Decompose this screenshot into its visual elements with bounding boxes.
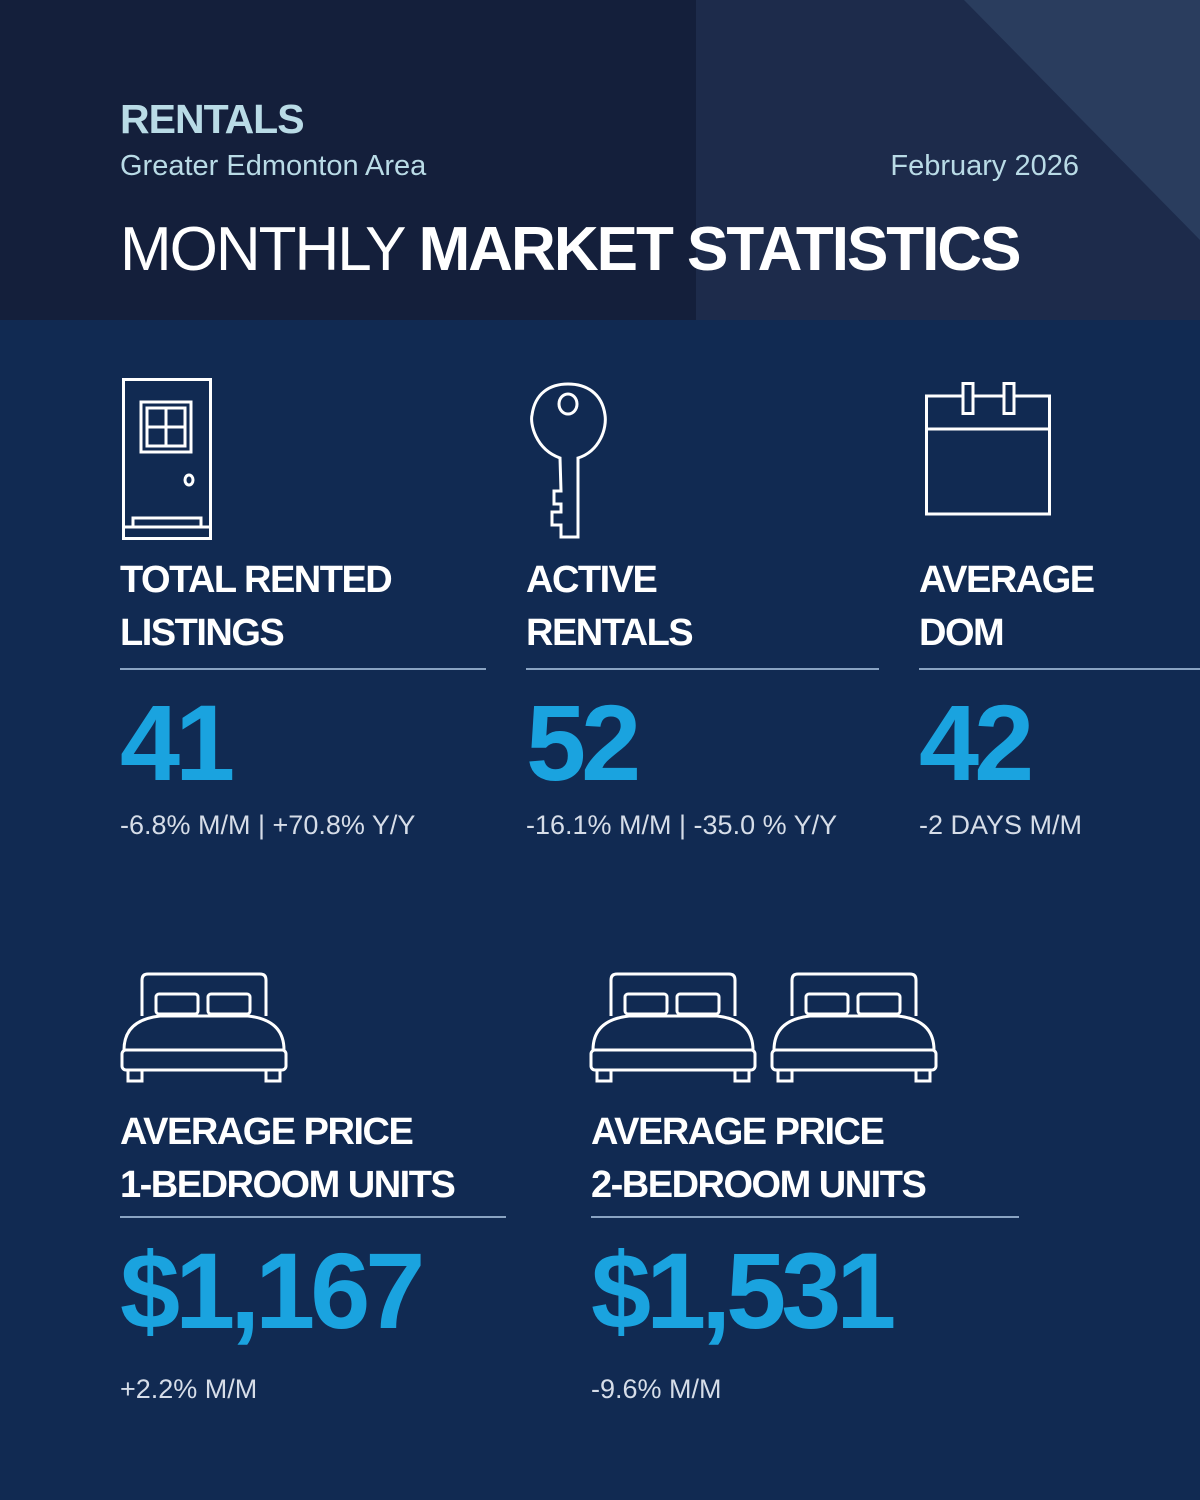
label-line: 2-BEDROOM UNITS — [591, 1164, 927, 1206]
area-subtitle: Greater Edmonton Area — [120, 150, 427, 182]
calendar-icon — [925, 382, 1051, 516]
stat-value-average-dom: 42 — [919, 682, 1034, 803]
divider — [120, 668, 486, 670]
label-line: AVERAGE PRICE — [591, 1111, 885, 1153]
stat-change-total-rented: -6.8% M/M | +70.8% Y/Y — [120, 810, 416, 840]
header-panel — [0, 0, 696, 320]
key-icon — [530, 382, 607, 539]
header-panel-right — [696, 0, 1200, 320]
stat-label-average-dom: AVERAGE DOM — [919, 554, 1095, 660]
stat-label-total-rented: TOTAL RENTED LISTINGS — [120, 554, 393, 660]
page-title: MONTHLY MARKET STATISTICS — [120, 214, 1022, 285]
stat-label-1bed: AVERAGE PRICE 1-BEDROOM UNITS — [120, 1106, 456, 1212]
two-beds-icon — [589, 972, 938, 1083]
stat-change-1bed: +2.2% M/M — [120, 1374, 258, 1404]
door-icon — [122, 378, 212, 540]
label-line: DOM — [919, 612, 1005, 654]
stat-label-2bed: AVERAGE PRICE 2-BEDROOM UNITS — [591, 1106, 927, 1212]
divider — [919, 668, 1200, 670]
stat-value-active-rentals: 52 — [526, 682, 641, 803]
stat-value-2bed: $1,531 — [591, 1230, 896, 1351]
label-line: ACTIVE — [526, 559, 658, 601]
title-light: MONTHLY — [120, 215, 405, 284]
stat-label-active-rentals: ACTIVE RENTALS — [526, 554, 694, 660]
label-line: TOTAL RENTED — [120, 559, 393, 601]
stat-value-total-rented: 41 — [120, 682, 235, 803]
stat-value-1bed: $1,167 — [120, 1230, 425, 1351]
divider — [526, 668, 879, 670]
divider — [120, 1216, 506, 1218]
label-line: LISTINGS — [120, 612, 285, 654]
stat-change-2bed: -9.6% M/M — [591, 1374, 722, 1404]
label-line: AVERAGE — [919, 559, 1095, 601]
label-line: 1-BEDROOM UNITS — [120, 1164, 456, 1206]
title-bold: MARKET STATISTICS — [418, 215, 1022, 284]
stat-change-active-rentals: -16.1% M/M | -35.0 % Y/Y — [526, 810, 838, 840]
report-date: February 2026 — [890, 150, 1079, 182]
label-line: AVERAGE PRICE — [120, 1111, 414, 1153]
label-line: RENTALS — [526, 612, 694, 654]
stat-change-average-dom: -2 DAYS M/M — [919, 810, 1083, 840]
bed-icon — [120, 972, 288, 1083]
category-title: RENTALS — [120, 96, 305, 142]
divider — [591, 1216, 1019, 1218]
